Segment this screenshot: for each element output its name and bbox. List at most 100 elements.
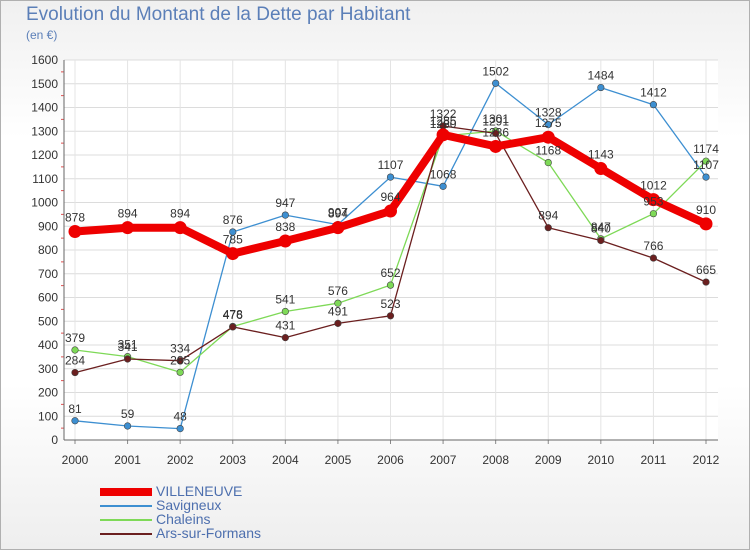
data-point [331,221,345,235]
data-point [386,312,395,320]
data-label: 1107 [378,158,404,172]
data-label: 1174 [693,142,719,156]
data-label: 478 [223,307,243,321]
legend-label: Ars-sur-Formans [156,525,262,541]
chart-title: Evolution du Montant de la Dette par Hab… [26,4,411,25]
data-label: 541 [275,293,295,307]
data-label: 840 [591,222,611,236]
y-tick-label: 1500 [31,77,58,91]
x-tick-label: 2007 [430,453,457,467]
y-tick-label: 500 [38,314,58,328]
data-label: 1275 [535,116,562,130]
y-tick-label: 200 [38,386,58,400]
data-point [702,157,710,165]
y-tick-label: 1000 [31,196,58,210]
data-point [123,355,132,363]
data-point [597,83,605,92]
data-point [281,211,289,219]
y-tick-label: 600 [38,291,58,305]
axes: 0 100 200 300 400 500 600 700 800 900 1000 1100 1200… [31,53,719,467]
x-tick-label: 2005 [325,453,352,467]
data-label: 894 [328,207,348,221]
data-label: 838 [275,220,295,234]
data-label: 847 [591,220,611,234]
data-label: 1068 [430,167,457,181]
data-point [176,368,184,376]
x-tick-label: 2012 [693,453,720,467]
data-label: 576 [328,284,348,298]
data-point [699,217,713,231]
data-label: 953 [643,195,663,209]
y-tick-label: 1600 [31,53,58,67]
data-point [541,130,555,144]
data-label: 894 [118,207,138,221]
legend-label: Savigneux [156,497,222,513]
data-label: 1322 [430,107,457,121]
data-label: 284 [65,354,85,368]
data-point [702,278,710,286]
data-point [71,368,79,377]
legend-label: Chaleins [156,511,211,527]
data-label: 1502 [482,64,509,78]
y-tick-label: 900 [38,219,58,233]
data-label: 1285 [430,114,457,128]
data-point [436,128,450,142]
y-tick-label: 800 [38,243,58,257]
data-label: 652 [380,266,400,280]
data-label: 1236 [482,125,509,139]
data-label: 1280 [430,117,457,131]
data-label: 351 [118,338,138,352]
data-point [649,101,658,109]
data-label: 907 [328,206,348,220]
data-label: 48 [173,410,187,424]
data-point [71,346,79,354]
data-label: 81 [68,402,82,416]
data-point [334,319,342,327]
x-tick-label: 2006 [377,453,404,467]
data-point [649,210,658,218]
x-tick-label: 2003 [219,453,246,467]
data-label: 947 [275,196,295,210]
data-label: 910 [696,203,716,217]
data-point [544,159,552,167]
series [68,79,713,433]
data-label: 476 [223,308,243,322]
data-label: 1291 [482,114,509,128]
data-label: 523 [380,297,400,311]
data-point [281,307,289,316]
data-labels: 81 59 48 876 947 907 1107 1068 1502 1328 1484 1412 1… [65,64,719,423]
data-point [229,323,237,331]
y-tick-label: 300 [38,362,58,376]
data-point [544,224,552,232]
data-label: 1143 [588,148,614,162]
data-point [594,162,608,176]
legend-label: VILLENEUVE [156,483,243,499]
legend-swatch [100,519,152,521]
y-tick-label: 700 [38,267,58,281]
data-point [71,417,79,425]
x-tick-label: 2000 [62,453,89,467]
data-point [646,193,660,207]
data-point [278,234,292,248]
data-label: 665 [696,263,716,277]
data-point [386,281,395,289]
data-point [176,357,184,365]
data-point [281,334,289,342]
data-label: 341 [118,340,138,354]
data-label: 785 [223,233,243,247]
x-tick-label: 2002 [167,453,194,467]
x-tick-label: 2010 [587,453,614,467]
data-label: 876 [223,213,243,227]
data-point [489,139,503,153]
data-label: 1484 [587,69,614,83]
data-point [492,129,500,137]
data-label: 894 [538,209,558,223]
data-label: 1168 [535,144,561,158]
data-label: 1328 [535,106,562,120]
x-tick-label: 2001 [114,453,141,467]
x-tick-label: 2009 [535,453,562,467]
legend-swatch [100,505,152,507]
data-point [121,221,135,235]
y-tick-label: 0 [51,433,58,447]
